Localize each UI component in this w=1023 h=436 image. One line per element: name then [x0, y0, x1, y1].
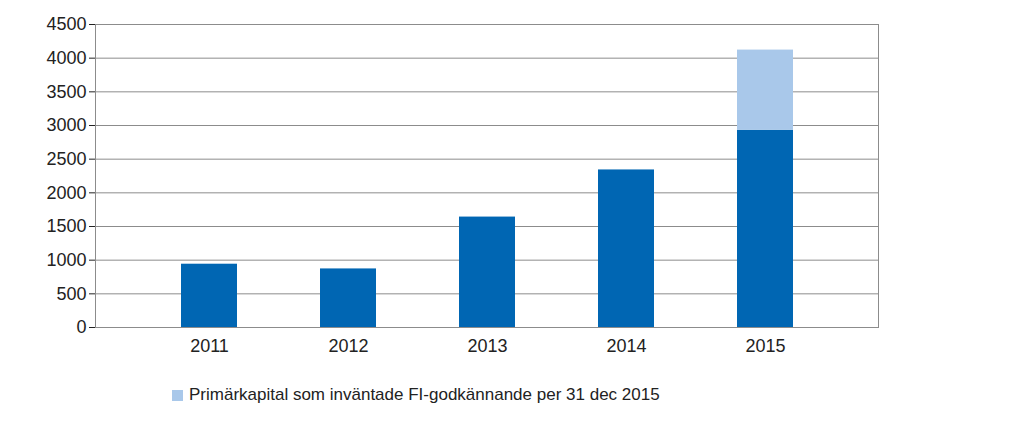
svg-text:2013: 2013 — [467, 336, 507, 356]
svg-text:2014: 2014 — [606, 336, 646, 356]
svg-text:0: 0 — [76, 317, 86, 337]
svg-text:1000: 1000 — [46, 250, 86, 270]
svg-text:2012: 2012 — [328, 336, 368, 356]
svg-text:2011: 2011 — [190, 336, 229, 356]
svg-text:3000: 3000 — [46, 115, 86, 135]
html-text:Primärkapital som inväntade FI: Primärkapital som inväntade FI-godkännan… — [189, 385, 660, 404]
svg-text:1500: 1500 — [46, 216, 86, 236]
svg-text:2000: 2000 — [46, 183, 86, 203]
svg-text:500: 500 — [56, 284, 86, 304]
svg-text:2500: 2500 — [46, 149, 86, 169]
svg-text:4500: 4500 — [46, 14, 86, 34]
svg-text:2015: 2015 — [745, 336, 785, 356]
svg-text:4000: 4000 — [46, 48, 86, 68]
svg-text:3500: 3500 — [46, 82, 86, 102]
